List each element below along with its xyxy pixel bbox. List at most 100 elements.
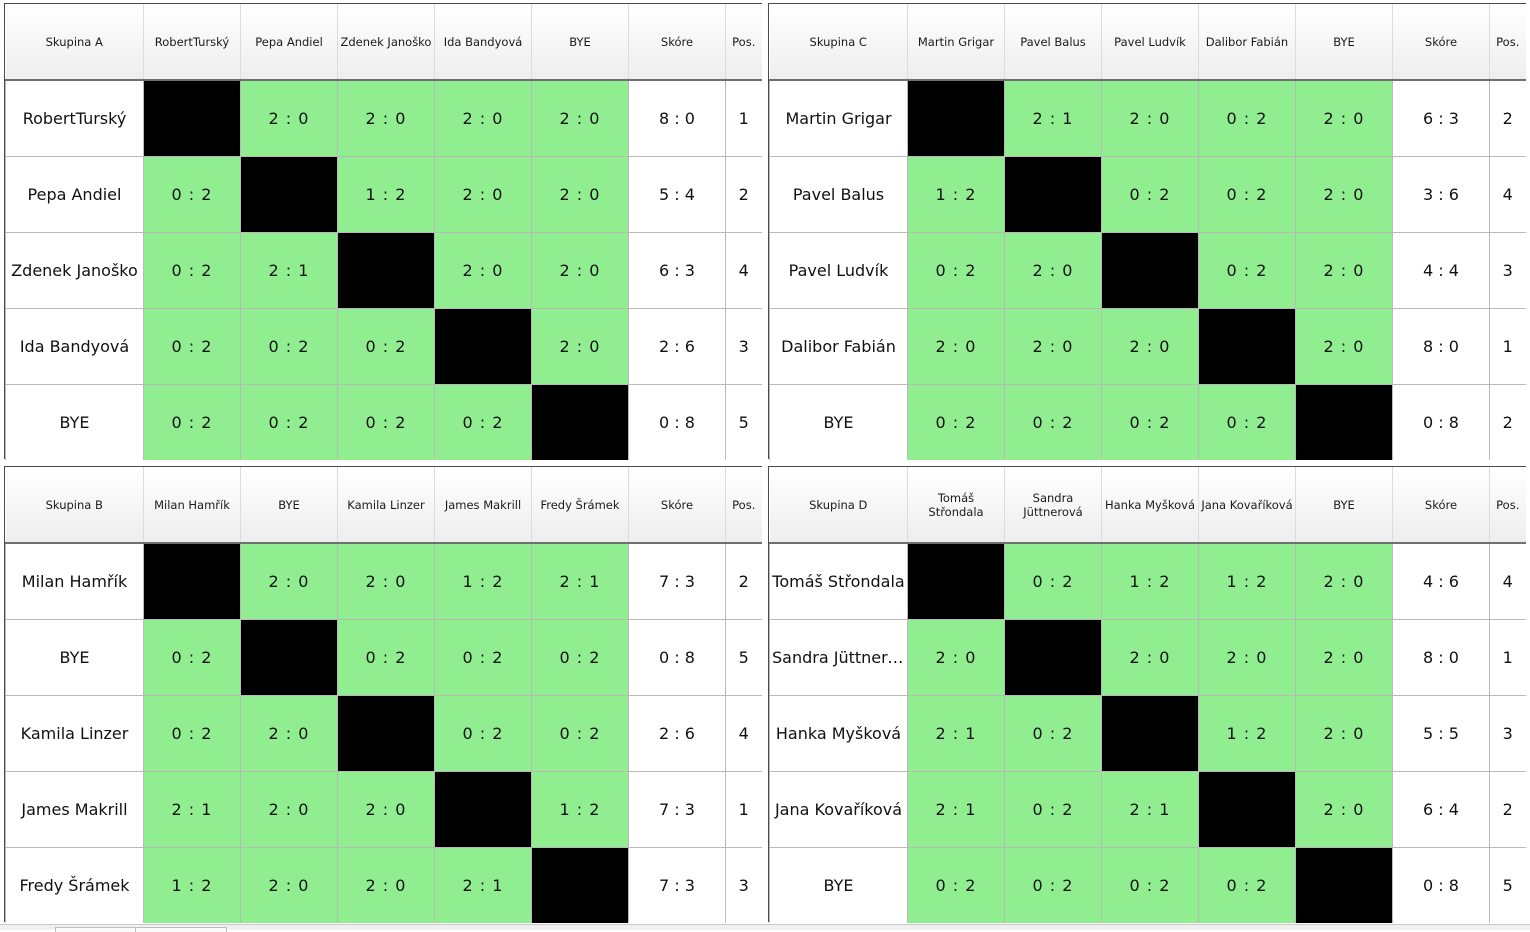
match-score-cell[interactable]: 0 : 2: [531, 619, 629, 696]
total-score-cell[interactable]: 0 : 8: [1392, 384, 1490, 460]
player-name[interactable]: Milan Hamřík: [5, 542, 144, 620]
column-header-score[interactable]: Skóre: [628, 467, 726, 544]
column-header-player[interactable]: BYE: [1295, 467, 1393, 544]
match-score-cell[interactable]: 2 : 0: [434, 156, 532, 233]
match-score-cell[interactable]: 0 : 2: [1198, 232, 1296, 309]
match-score-cell[interactable]: 2 : 0: [531, 232, 629, 309]
match-score-cell[interactable]: 2 : 0: [1295, 308, 1393, 385]
match-score-cell[interactable]: 2 : 0: [1295, 619, 1393, 696]
match-score-cell[interactable]: 2 : 0: [1101, 79, 1199, 157]
column-header-player[interactable]: Kamila Linzer: [337, 467, 435, 544]
match-score-cell[interactable]: 2 : 0: [337, 542, 435, 620]
match-score-cell[interactable]: 2 : 0: [1101, 308, 1199, 385]
match-score-cell[interactable]: 0 : 2: [531, 695, 629, 772]
match-score-cell[interactable]: 0 : 2: [1004, 847, 1102, 923]
match-score-cell[interactable]: 0 : 2: [1198, 847, 1296, 923]
total-score-cell[interactable]: 6 : 3: [628, 232, 726, 309]
total-score-cell[interactable]: 2 : 6: [628, 308, 726, 385]
column-header-player[interactable]: BYE: [531, 4, 629, 81]
group-title[interactable]: Skupina D: [769, 467, 908, 544]
column-header-position[interactable]: Pos.: [1489, 467, 1526, 544]
match-score-cell[interactable]: 2 : 0: [1295, 79, 1393, 157]
match-score-cell[interactable]: 2 : 0: [1295, 156, 1393, 233]
position-cell[interactable]: 2: [1489, 384, 1526, 460]
total-score-cell[interactable]: 4 : 6: [1392, 542, 1490, 620]
match-score-cell[interactable]: 0 : 2: [1101, 847, 1199, 923]
column-header-score[interactable]: Skóre: [1392, 4, 1490, 81]
total-score-cell[interactable]: 8 : 0: [1392, 619, 1490, 696]
match-score-cell[interactable]: 2 : 1: [240, 232, 338, 309]
position-cell[interactable]: 3: [1489, 232, 1526, 309]
column-header-player[interactable]: Fredy Šrámek: [531, 467, 629, 544]
total-score-cell[interactable]: 3 : 6: [1392, 156, 1490, 233]
match-score-cell[interactable]: 2 : 0: [531, 79, 629, 157]
match-score-cell[interactable]: 0 : 2: [1198, 79, 1296, 157]
player-name[interactable]: Pavel Balus: [769, 156, 908, 233]
match-score-cell[interactable]: 2 : 0: [240, 847, 338, 923]
column-header-player[interactable]: BYE: [240, 467, 338, 544]
match-score-cell[interactable]: 0 : 2: [143, 619, 241, 696]
total-score-cell[interactable]: 4 : 4: [1392, 232, 1490, 309]
position-cell[interactable]: 2: [725, 156, 762, 233]
player-name[interactable]: Sandra Jüttnero...: [769, 619, 908, 696]
column-header-position[interactable]: Pos.: [725, 467, 762, 544]
column-header-player[interactable]: James Makrill: [434, 467, 532, 544]
player-name[interactable]: Ida Bandyová: [5, 308, 144, 385]
match-score-cell[interactable]: 1 : 2: [143, 847, 241, 923]
player-name[interactable]: Fredy Šrámek: [5, 847, 144, 923]
position-cell[interactable]: 5: [725, 384, 762, 460]
column-header-player[interactable]: Sandra Jüttnerová: [1004, 467, 1102, 544]
match-score-cell[interactable]: 1 : 2: [434, 542, 532, 620]
group-title[interactable]: Skupina B: [5, 467, 144, 544]
match-score-cell[interactable]: 2 : 0: [907, 308, 1005, 385]
match-score-cell[interactable]: 0 : 2: [143, 695, 241, 772]
match-score-cell[interactable]: 2 : 0: [907, 619, 1005, 696]
match-score-cell[interactable]: 2 : 1: [531, 542, 629, 620]
total-score-cell[interactable]: 7 : 3: [628, 847, 726, 923]
column-header-player[interactable]: Jana Kovaříková: [1198, 467, 1296, 544]
match-score-cell[interactable]: 2 : 0: [1295, 232, 1393, 309]
match-score-cell[interactable]: 0 : 2: [143, 308, 241, 385]
column-header-player[interactable]: Zdenek Janoško: [337, 4, 435, 81]
match-score-cell[interactable]: 0 : 2: [434, 619, 532, 696]
player-name[interactable]: BYE: [5, 384, 144, 460]
position-cell[interactable]: 2: [1489, 79, 1526, 157]
player-name[interactable]: RobertTurský: [5, 79, 144, 157]
player-name[interactable]: Tomáš Střondala: [769, 542, 908, 620]
column-header-position[interactable]: Pos.: [1489, 4, 1526, 81]
column-header-position[interactable]: Pos.: [725, 4, 762, 81]
position-cell[interactable]: 1: [1489, 619, 1526, 696]
match-score-cell[interactable]: 2 : 0: [240, 695, 338, 772]
match-score-cell[interactable]: 2 : 1: [1101, 771, 1199, 848]
match-score-cell[interactable]: 0 : 2: [1004, 695, 1102, 772]
match-score-cell[interactable]: 0 : 2: [1004, 542, 1102, 620]
total-score-cell[interactable]: 5 : 4: [628, 156, 726, 233]
total-score-cell[interactable]: 0 : 8: [628, 619, 726, 696]
match-score-cell[interactable]: 2 : 0: [1295, 695, 1393, 772]
match-score-cell[interactable]: 0 : 2: [337, 308, 435, 385]
total-score-cell[interactable]: 0 : 8: [1392, 847, 1490, 923]
match-score-cell[interactable]: 0 : 2: [434, 384, 532, 460]
match-score-cell[interactable]: 0 : 2: [1004, 771, 1102, 848]
match-score-cell[interactable]: 2 : 0: [1101, 619, 1199, 696]
match-score-cell[interactable]: 2 : 1: [907, 771, 1005, 848]
group-title[interactable]: Skupina C: [769, 4, 908, 81]
match-score-cell[interactable]: 1 : 2: [531, 771, 629, 848]
position-cell[interactable]: 1: [725, 771, 762, 848]
total-score-cell[interactable]: 7 : 3: [628, 542, 726, 620]
match-score-cell[interactable]: 0 : 2: [337, 619, 435, 696]
column-header-player[interactable]: RobertTurský: [143, 4, 241, 81]
match-score-cell[interactable]: 0 : 2: [337, 384, 435, 460]
column-header-player[interactable]: Pavel Balus: [1004, 4, 1102, 81]
match-score-cell[interactable]: 0 : 2: [240, 384, 338, 460]
match-score-cell[interactable]: 2 : 1: [143, 771, 241, 848]
player-name[interactable]: Pepa Andiel: [5, 156, 144, 233]
match-score-cell[interactable]: 2 : 0: [337, 79, 435, 157]
player-name[interactable]: Martin Grigar: [769, 79, 908, 157]
match-score-cell[interactable]: 0 : 2: [143, 156, 241, 233]
match-score-cell[interactable]: 2 : 1: [907, 695, 1005, 772]
column-header-player[interactable]: Dalibor Fabián: [1198, 4, 1296, 81]
player-name[interactable]: Pavel Ludvík: [769, 232, 908, 309]
match-score-cell[interactable]: 0 : 2: [907, 232, 1005, 309]
match-score-cell[interactable]: 0 : 2: [240, 308, 338, 385]
